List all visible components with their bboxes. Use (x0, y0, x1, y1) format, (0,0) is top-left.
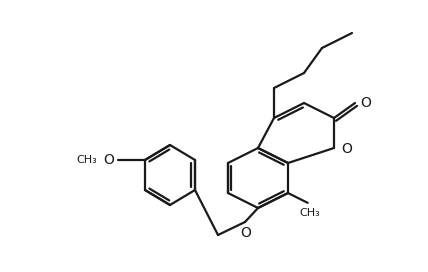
Text: O: O (103, 153, 114, 167)
Text: CH₃: CH₃ (76, 155, 97, 165)
Text: O: O (360, 96, 371, 110)
Text: O: O (341, 142, 352, 156)
Text: O: O (241, 226, 251, 240)
Text: CH₃: CH₃ (299, 208, 320, 218)
